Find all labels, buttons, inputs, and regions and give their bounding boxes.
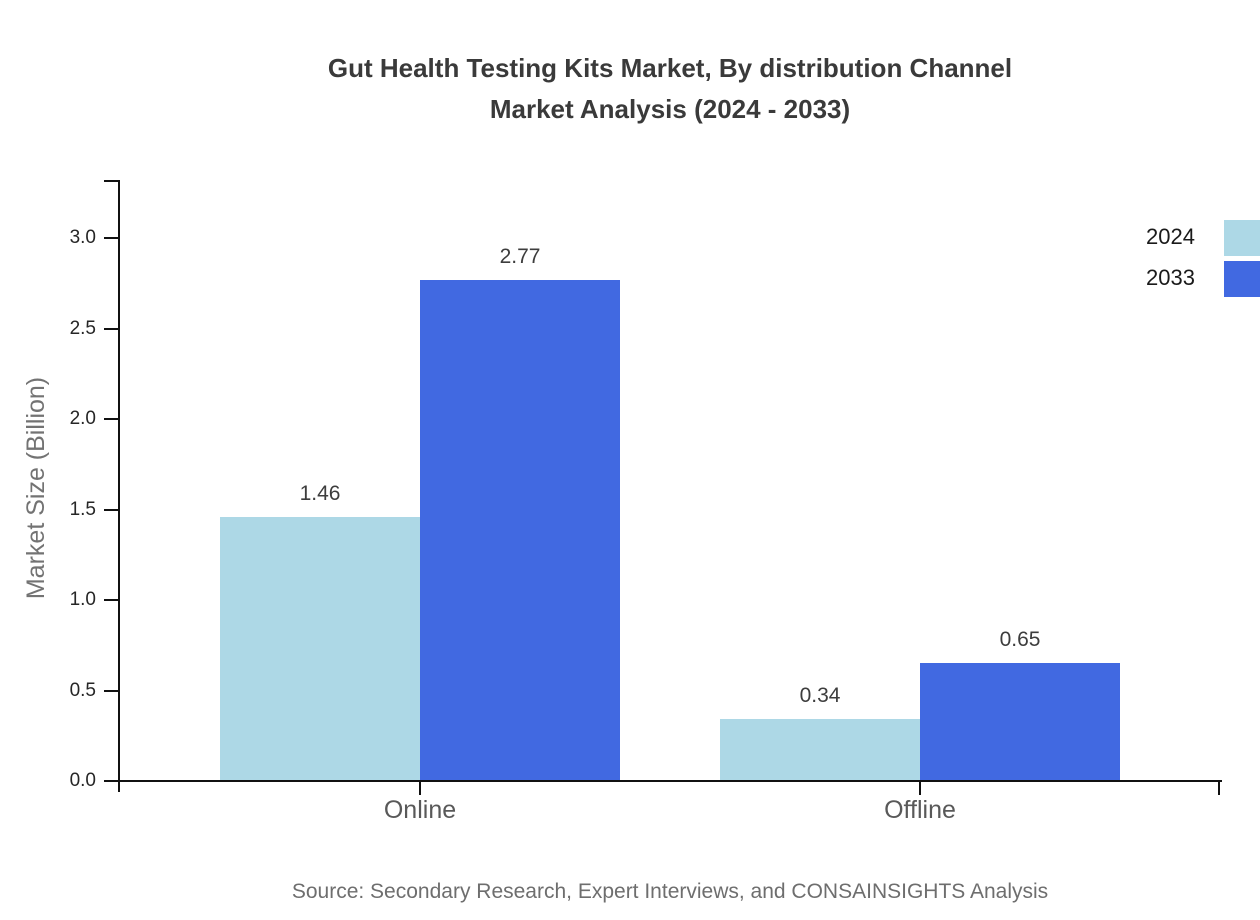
bar-value-label: 2.77 [499, 245, 541, 268]
legend-swatch-2024 [1224, 220, 1260, 256]
y-axis-endcap [104, 180, 120, 182]
chart-title-line1: Gut Health Testing Kits Market, By distr… [327, 53, 1013, 83]
y-tick-mark [104, 418, 120, 420]
y-tick-label: 3.0 [69, 227, 96, 248]
y-tick-label: 0.5 [69, 680, 96, 701]
chart-title-line2: Market Analysis (2024 - 2033) [489, 94, 851, 124]
legend-label: 2024 [1146, 224, 1195, 249]
source-note: Source: Secondary Research, Expert Inter… [291, 880, 1049, 903]
y-tick-label: 0.0 [69, 770, 96, 791]
y-tick-label: 1.0 [69, 589, 96, 610]
x-axis-endcap [1218, 780, 1220, 795]
x-category-label: Online [383, 796, 457, 824]
bar-value-label: 0.34 [799, 684, 841, 707]
bar-value-label: 1.46 [299, 482, 341, 505]
y-tick-mark [104, 509, 120, 511]
y-tick-label: 2.5 [69, 318, 96, 339]
y-tick-mark [104, 599, 120, 601]
bar-2033-offline [920, 663, 1120, 781]
x-axis-line [104, 780, 1222, 782]
legend-label: 2033 [1146, 265, 1195, 290]
y-tick-mark [104, 237, 120, 239]
y-tick-label: 1.5 [69, 499, 96, 520]
y-tick-mark [104, 690, 120, 692]
x-tick-mark [419, 780, 421, 795]
y-tick-label: 2.0 [69, 408, 96, 429]
legend-swatch-2033 [1224, 261, 1260, 297]
y-axis-title: Market Size (Billion) [22, 376, 50, 600]
bar-2033-online [420, 280, 620, 781]
bar-value-label: 0.65 [999, 628, 1041, 651]
x-tick-mark [919, 780, 921, 795]
bar-2024-offline [720, 719, 920, 781]
y-axis-spine [118, 180, 120, 792]
x-category-label: Offline [884, 796, 956, 824]
y-tick-mark [104, 328, 120, 330]
chart-title: Gut Health Testing Kits Market, By distr… [70, 48, 1260, 130]
bar-2024-online [220, 517, 420, 781]
